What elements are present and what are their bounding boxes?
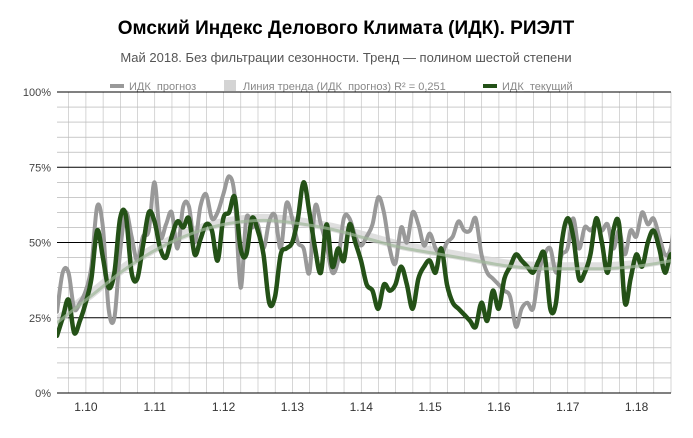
legend-label: ИДК_текущий [502,81,573,93]
trendline-shade [57,218,671,324]
y-tick-label: 50% [29,238,51,250]
series-line-forecast [57,174,671,329]
legend-label: ИДК_прогноз [129,81,196,93]
y-tick-label: 25% [29,313,51,325]
x-tick-label: 1.16 [487,400,511,414]
y-axis: 0% 25% 50% 75% 100% [23,87,51,400]
chart-title: Омский Индекс Делового Климата (ИДК). РИ… [118,18,575,39]
y-tick-label: 100% [23,87,51,99]
y-tick-label: 0% [35,388,51,400]
legend: ИДК_прогноз Линия тренда (ИДК_прогноз) R²… [110,80,573,93]
x-tick-label: 1.10 [74,400,98,414]
x-tick-label: 1.13 [281,400,305,414]
series-line-current [57,180,671,339]
x-axis: 1.10 1.11 1.12 1.13 1.14 1.15 1.16 1.17 1.18 [74,400,648,414]
x-tick-label: 1.14 [350,400,374,414]
x-tick-label: 1.12 [212,400,236,414]
x-tick-label: 1.18 [625,400,649,414]
plot-area [57,174,671,339]
x-tick-label: 1.15 [418,400,442,414]
legend-label: Линия тренда (ИДК_прогноз) R² = 0,251 [243,81,446,93]
chart-subtitle: Май 2018. Без фильтрации сезонности. Тре… [120,50,571,65]
x-tick-label: 1.17 [556,400,580,414]
legend-swatch [224,80,236,91]
y-tick-label: 75% [29,162,51,174]
x-tick-label: 1.11 [144,400,167,414]
